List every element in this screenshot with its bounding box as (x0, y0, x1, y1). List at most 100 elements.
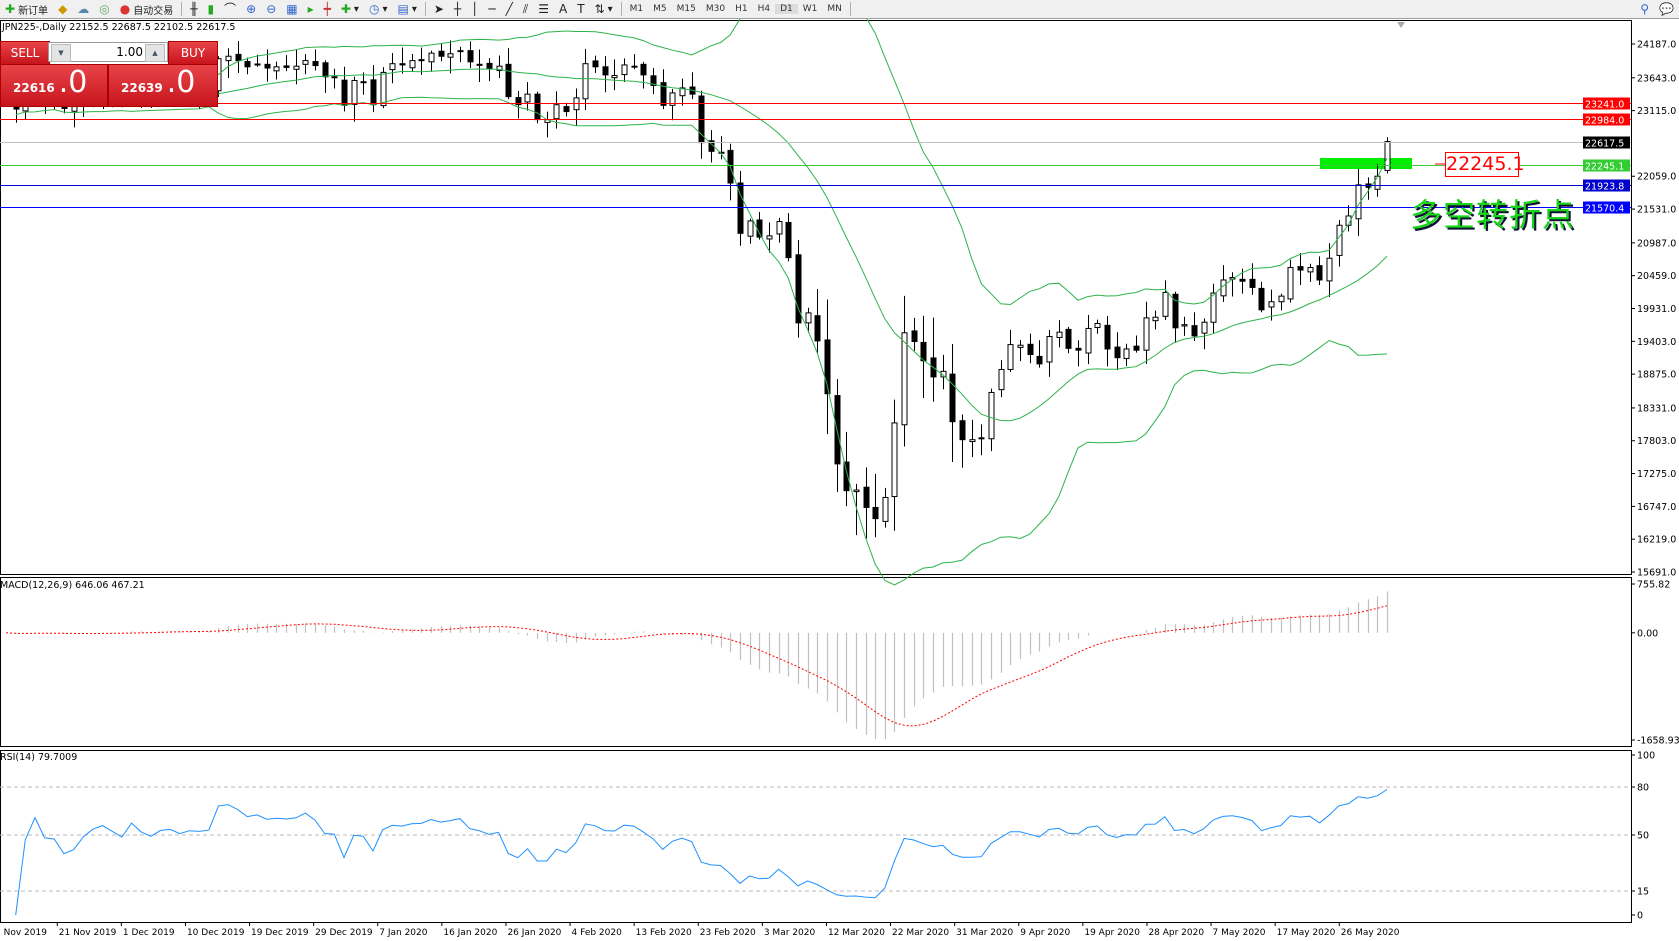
rsi-tick-label: 80 (1637, 783, 1649, 794)
timeframe-h4[interactable]: H4 (757, 4, 771, 14)
periods-button[interactable]: ◷ ▾ (368, 2, 388, 16)
lot-increase-button[interactable]: ▲ (145, 44, 165, 62)
separator (620, 2, 622, 16)
candle-body (785, 221, 792, 259)
buy-price-fraction: .0 (166, 65, 196, 100)
templates-button[interactable]: ▤ ▾ (397, 2, 417, 16)
signals-button[interactable]: ◎ (94, 1, 114, 17)
lot-decrease-button[interactable]: ▼ (51, 44, 71, 62)
market-watch-button[interactable]: ◆ (53, 1, 72, 17)
price-tick-label: 16747.0 (1637, 502, 1676, 513)
candle-body (660, 82, 667, 106)
rsi-line (15, 789, 1388, 916)
channel-button[interactable]: ⫽ (518, 1, 533, 17)
price-annotation-box[interactable]: 22245.1 (1445, 152, 1525, 177)
candle-body (264, 63, 271, 69)
candle-body (872, 506, 879, 520)
buy-button[interactable]: BUY (168, 41, 218, 65)
candle-body (1046, 336, 1053, 363)
auto-trading-button[interactable]: ● 自动交易 (115, 1, 178, 17)
candle-body (1191, 325, 1198, 337)
horizontal-line-button[interactable]: ─ (483, 1, 500, 17)
price-tick-label: 15691.0 (1637, 568, 1676, 579)
timeframe-w1[interactable]: W1 (802, 4, 818, 14)
text-button[interactable]: A (554, 1, 572, 17)
chart-shift-button[interactable]: ┿ (319, 1, 336, 17)
zoom-out-icon: ⊖ (266, 2, 277, 16)
timeframe-m15[interactable]: M15 (676, 4, 696, 14)
lot-value[interactable]: 1.00 (116, 45, 143, 59)
separator (181, 2, 183, 16)
candle-body (1278, 295, 1285, 303)
cursor-button[interactable]: ➤ (429, 1, 449, 17)
zoom-in-button[interactable]: ⊕ (241, 1, 261, 17)
buy-price-button[interactable]: 22639.0 (108, 64, 218, 107)
auto-scroll-button[interactable]: ▸ (303, 1, 319, 17)
price-tick-label: 23115.0 (1637, 106, 1676, 117)
timeframe-mn[interactable]: MN (827, 4, 842, 14)
timeframe-m5[interactable]: M5 (653, 4, 667, 14)
candle-body (235, 53, 242, 62)
candle-body (312, 61, 319, 67)
date-label: 28 Apr 2020 (1148, 928, 1204, 938)
price-line-label: 22984.0 (1585, 116, 1624, 127)
zoom-out-button[interactable]: ⊖ (261, 1, 281, 17)
vertical-line-button[interactable]: │ (466, 1, 483, 17)
price-tick-label: 18331.0 (1637, 403, 1676, 414)
support-zone (1320, 158, 1412, 169)
arrows-button[interactable]: ⇅ ▾ (594, 2, 613, 16)
timeframe-d1[interactable]: D1 (775, 4, 798, 14)
label-button[interactable]: T (572, 1, 589, 17)
line-chart-button[interactable]: ⌒ (219, 1, 241, 17)
candle-body (747, 220, 754, 237)
sell-button[interactable]: SELL (0, 41, 50, 65)
candle-body (805, 312, 812, 324)
horizontal-line-icon: ─ (488, 2, 496, 16)
candle-body (505, 63, 512, 98)
timeframe-m30[interactable]: M30 (705, 4, 726, 14)
sell-price-button[interactable]: 22616.0 (0, 64, 108, 107)
navigator-button[interactable]: ☁ (72, 1, 94, 17)
candle-body (814, 315, 821, 342)
trendline-button[interactable]: ╱ (501, 1, 518, 17)
price-tick-label: 19403.0 (1637, 337, 1676, 348)
candle-chart-button[interactable]: ▮ (203, 1, 220, 17)
crosshair-button[interactable]: ┼ (449, 1, 466, 17)
indicators-button[interactable]: ✚ ▾ (340, 2, 359, 16)
chat-button[interactable]: 💬 (1654, 1, 1679, 17)
candle-body (998, 368, 1005, 391)
bar-chart-button[interactable]: ╫ (185, 1, 202, 17)
candle-body (911, 330, 918, 342)
lot-size-input[interactable]: ▼ 1.00 ▲ (48, 42, 168, 62)
candle-body (776, 221, 783, 235)
chat-icon: 💬 (1659, 2, 1674, 16)
candle-body (1336, 224, 1343, 256)
candle-body (1007, 344, 1014, 370)
price-line-label: 21923.8 (1585, 182, 1624, 193)
turning-point-annotation[interactable]: 多空转折点 (1410, 196, 1576, 234)
line-chart-icon: ⌒ (224, 2, 237, 16)
timeframe-h1[interactable]: H1 (735, 4, 748, 14)
candle-body (389, 63, 396, 71)
candle-body (640, 63, 647, 76)
date-label: 19 Apr 2020 (1084, 928, 1140, 938)
date-label: 16 Jan 2020 (443, 928, 497, 938)
price-label-bg (1583, 136, 1630, 149)
candle-body (563, 106, 570, 113)
tile-windows-button[interactable]: ▦ (281, 1, 302, 17)
candle-body (1143, 317, 1150, 351)
timeframe-m1[interactable]: M1 (629, 4, 644, 14)
separator (424, 2, 426, 16)
rsi-tick-label: 15 (1637, 887, 1649, 898)
fibonacci-button[interactable]: ☰ (533, 1, 554, 17)
candle-body (1239, 278, 1246, 282)
price-line-label: 22617.5 (1585, 139, 1624, 150)
search-button[interactable]: ⚲ (1635, 1, 1654, 17)
candle-body (515, 97, 522, 106)
candle-body (631, 65, 638, 68)
new-order-button[interactable]: ✚ 新订单 (0, 1, 53, 17)
candle-body (582, 63, 589, 100)
candle-body (1326, 257, 1333, 282)
search-icon: ⚲ (1640, 2, 1650, 16)
